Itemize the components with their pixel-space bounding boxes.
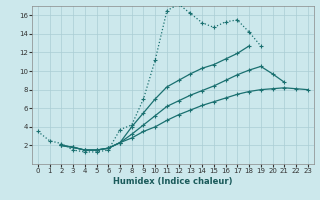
X-axis label: Humidex (Indice chaleur): Humidex (Indice chaleur) [113,177,233,186]
